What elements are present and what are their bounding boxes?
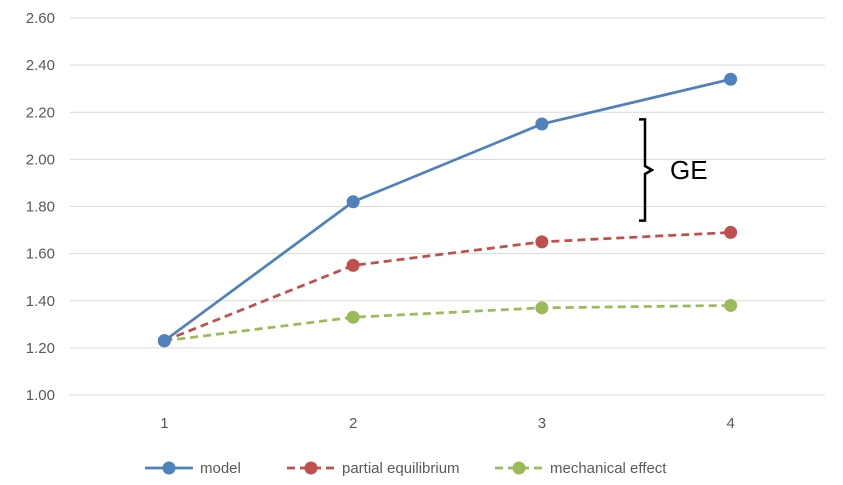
y-tick-label: 1.00 bbox=[26, 387, 55, 404]
data-point bbox=[535, 117, 549, 131]
y-tick-label: 1.40 bbox=[26, 293, 55, 310]
series-mechanical-effect bbox=[157, 298, 738, 348]
data-point bbox=[724, 72, 738, 86]
x-axis-tick-labels: 1 2 3 4 bbox=[160, 415, 735, 432]
data-point bbox=[346, 258, 360, 272]
data-point bbox=[346, 195, 360, 209]
x-tick-label: 3 bbox=[538, 415, 546, 432]
y-tick-label: 1.60 bbox=[26, 246, 55, 263]
data-point bbox=[535, 301, 549, 315]
legend-marker bbox=[162, 461, 176, 475]
data-point bbox=[724, 298, 738, 312]
brace-annotation bbox=[639, 118, 655, 222]
annotations: GE bbox=[639, 118, 708, 222]
x-tick-label: 2 bbox=[349, 415, 357, 432]
y-tick-label: 2.60 bbox=[26, 10, 55, 27]
legend-label: mechanical effect bbox=[550, 460, 667, 477]
gridlines bbox=[70, 17, 825, 396]
data-point bbox=[157, 334, 171, 348]
y-tick-label: 2.40 bbox=[26, 57, 55, 74]
legend-label: model bbox=[200, 460, 241, 477]
data-point bbox=[724, 225, 738, 239]
x-tick-label: 4 bbox=[726, 415, 734, 432]
series-partial-equilibrium bbox=[157, 225, 738, 348]
legend: model partial equilibrium mechanical effec… bbox=[145, 460, 667, 477]
y-tick-label: 2.20 bbox=[26, 104, 55, 121]
series-line bbox=[163, 231, 731, 343]
series-line bbox=[164, 304, 731, 343]
series-model bbox=[157, 72, 738, 348]
x-tick-label: 1 bbox=[160, 415, 168, 432]
series-line bbox=[163, 77, 731, 342]
y-tick-label: 1.20 bbox=[26, 340, 55, 357]
legend-item-partial-equilibrium: partial equilibrium bbox=[287, 460, 460, 477]
y-axis-tick-labels: 1.00 1.20 1.40 1.60 1.80 2.00 2.20 2.40 2.60 bbox=[26, 10, 55, 404]
annotation-label: GE bbox=[670, 155, 708, 185]
series-lines bbox=[157, 72, 738, 348]
legend-item-mechanical-effect: mechanical effect bbox=[495, 460, 667, 477]
y-tick-label: 1.80 bbox=[26, 199, 55, 216]
y-tick-label: 2.00 bbox=[26, 151, 55, 168]
data-point bbox=[346, 310, 360, 324]
legend-label: partial equilibrium bbox=[342, 460, 460, 477]
legend-item-model: model bbox=[145, 460, 241, 477]
legend-marker bbox=[304, 461, 318, 475]
legend-marker bbox=[512, 461, 526, 475]
data-point bbox=[535, 235, 549, 249]
